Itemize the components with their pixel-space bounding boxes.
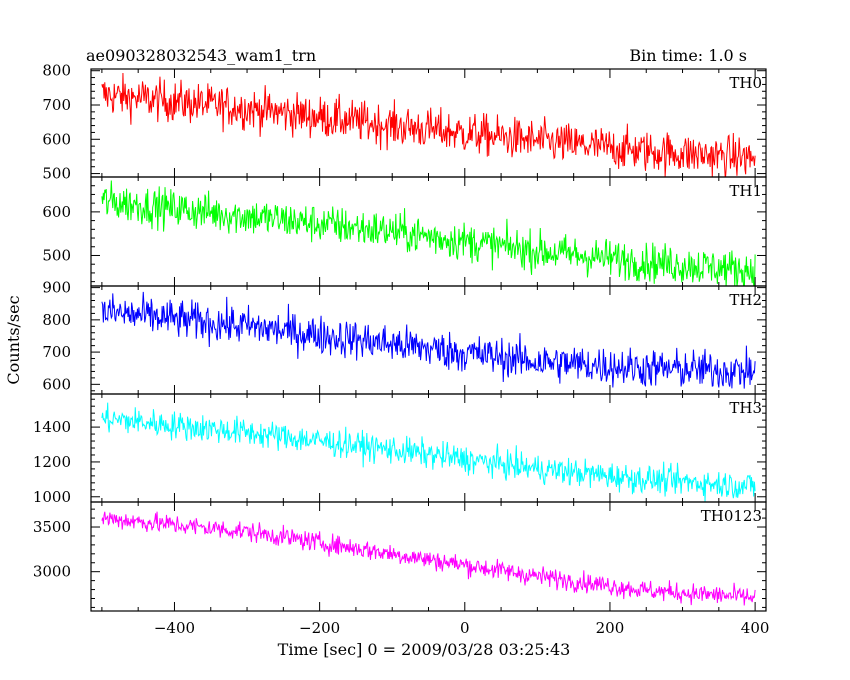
series-line-th3 <box>101 402 756 502</box>
y-tick-label: 600 <box>42 203 71 221</box>
y-tick-label: 3000 <box>33 563 71 581</box>
y-tick-label: 500 <box>42 246 71 264</box>
y-tick-label: 700 <box>42 96 71 114</box>
y-tick-label: 1200 <box>33 453 71 471</box>
y-axis-label: Counts/sec <box>4 295 23 384</box>
panels-group: TH0 500 600 700 800 TH1 500 600 TH2 600 700 800 900 T… <box>33 62 770 637</box>
panel-label-th2: TH2 <box>729 291 762 309</box>
x-tick-label: −400 <box>154 619 195 637</box>
chart-title: ae090328032543_wam1_trn <box>86 46 316 65</box>
y-tick-label: 1000 <box>33 488 71 506</box>
y-tick-label: 1400 <box>33 418 71 436</box>
panel-label-th0: TH0 <box>729 74 762 92</box>
y-tick-label: 500 <box>42 165 71 183</box>
y-tick-label: 900 <box>42 279 71 297</box>
panel-label-th1: TH1 <box>729 182 762 200</box>
y-tick-label: 600 <box>42 375 71 393</box>
series-line-th0123 <box>101 511 756 606</box>
series-line-th0 <box>101 73 756 177</box>
series-line-th1 <box>101 180 756 286</box>
x-tick-label: 400 <box>741 619 770 637</box>
y-tick-label: 700 <box>42 343 71 361</box>
x-tick-label: 0 <box>460 619 470 637</box>
bin-time-label: Bin time: 1.0 s <box>629 46 747 65</box>
panel-label-th3: TH3 <box>729 399 762 417</box>
panel-label-th0123: TH0123 <box>701 507 762 525</box>
y-tick-label: 600 <box>42 130 71 148</box>
x-tick-label: 200 <box>596 619 625 637</box>
series-line-th2 <box>101 291 756 389</box>
y-tick-label: 3500 <box>33 518 71 536</box>
y-tick-label: 800 <box>42 62 71 80</box>
x-tick-label: −200 <box>299 619 340 637</box>
x-axis-label: Time [sec] 0 = 2009/03/28 03:25:43 <box>278 640 571 659</box>
y-tick-label: 800 <box>42 311 71 329</box>
